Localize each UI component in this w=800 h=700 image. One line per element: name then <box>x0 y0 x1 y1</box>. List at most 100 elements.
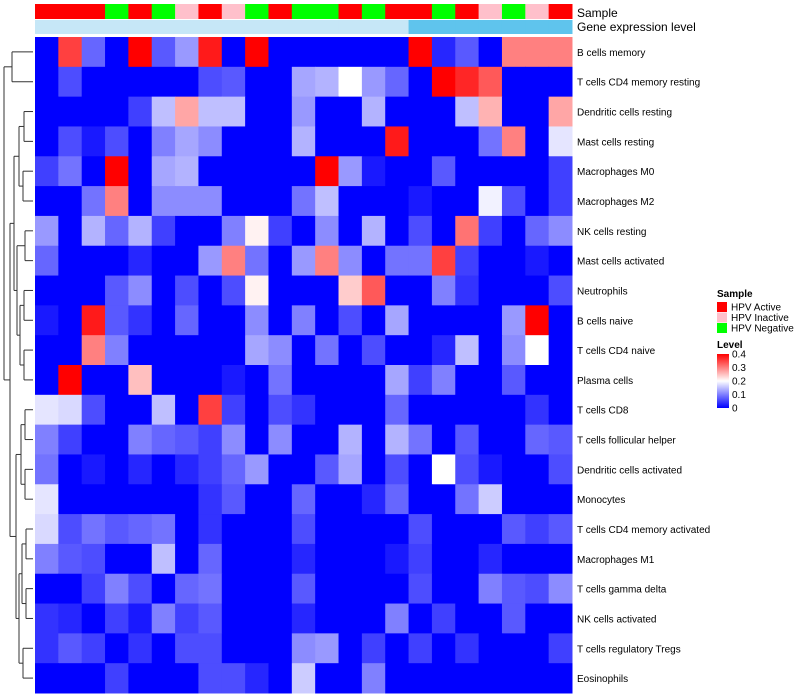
heatmap-cell <box>478 37 503 68</box>
heatmap-cell <box>245 335 269 366</box>
heatmap-cell <box>455 37 480 68</box>
heatmap-cell <box>151 365 176 396</box>
heatmap-cell <box>268 543 293 575</box>
sample-annotation-cell <box>361 4 386 19</box>
heatmap-cells <box>35 37 573 694</box>
heatmap-cell <box>385 365 410 396</box>
heatmap-cell <box>128 573 153 605</box>
heatmap-cell <box>361 573 386 605</box>
heatmap-cell <box>385 66 410 98</box>
row-dendrogram <box>3 51 33 679</box>
heatmap-cell <box>361 365 386 396</box>
heatmap-cell <box>291 66 316 98</box>
heatmap-cell <box>128 633 153 664</box>
sample-annotation-cell <box>198 4 223 19</box>
heatmap-cell <box>175 156 199 187</box>
heatmap-cell <box>175 365 199 396</box>
heatmap-cell <box>291 156 316 187</box>
heatmap-cell <box>408 215 433 247</box>
heatmap-cell <box>291 573 316 605</box>
row-label: Dendritic cells activated <box>577 465 682 476</box>
heatmap-cell <box>408 66 433 98</box>
heatmap-cell <box>361 66 386 98</box>
heatmap-cell <box>81 543 106 575</box>
heatmap-cell <box>151 245 176 277</box>
heatmap-cell <box>431 215 456 247</box>
heatmap-cell <box>245 424 269 455</box>
heatmap-cell <box>35 156 59 187</box>
heatmap-cell <box>221 126 246 157</box>
heatmap-cell <box>105 514 129 545</box>
heatmap-cell <box>455 186 480 217</box>
heatmap-cell <box>408 633 433 664</box>
heatmap-cell <box>361 335 386 366</box>
heatmap-cell <box>501 365 526 396</box>
heatmap-cell <box>245 633 269 664</box>
heatmap-cell <box>268 66 293 98</box>
heatmap-cell <box>58 484 83 515</box>
heatmap-cell <box>58 394 83 426</box>
heatmap-cell <box>431 484 456 515</box>
heatmap-cell <box>315 365 340 396</box>
heatmap-cell <box>501 275 526 306</box>
heatmap-cell <box>268 96 293 127</box>
heatmap-cell <box>315 37 340 68</box>
heatmap-cell <box>361 96 386 127</box>
heatmap-cell <box>431 66 456 98</box>
sample-annotation-cell <box>245 4 269 19</box>
heatmap-cell <box>35 215 59 247</box>
heatmap-cell <box>315 245 340 277</box>
heatmap-cell <box>431 96 456 127</box>
heatmap-cell <box>105 126 129 157</box>
sample-annotation-cell <box>128 4 153 19</box>
sample-annotation-cell <box>548 4 573 19</box>
heatmap-cell <box>338 484 363 515</box>
row-label: T cells CD4 memory resting <box>577 78 700 89</box>
sample-annotation-cell <box>58 4 83 19</box>
heatmap-cell <box>175 335 199 366</box>
heatmap-cell <box>81 126 106 157</box>
heatmap-cell <box>385 186 410 217</box>
heatmap-cell <box>291 126 316 157</box>
heatmap-cell <box>81 365 106 396</box>
heatmap-cell <box>198 186 223 217</box>
heatmap-cell <box>455 245 480 277</box>
sample-annotation-cell <box>525 4 550 19</box>
heatmap-cell <box>268 394 293 426</box>
heatmap-cell <box>81 156 106 187</box>
heatmap-cell <box>151 484 176 515</box>
heatmap-cell <box>408 573 433 605</box>
heatmap-cell <box>431 186 456 217</box>
heatmap-cell <box>431 663 456 694</box>
expression-level-cell <box>408 20 433 34</box>
heatmap-cell <box>478 424 503 455</box>
heatmap-cell <box>525 633 550 664</box>
heatmap-cell <box>361 514 386 545</box>
heatmap-cell <box>221 215 246 247</box>
sample-annotation-cell <box>408 4 433 19</box>
heatmap-cell <box>385 454 410 485</box>
heatmap-cell <box>478 454 503 485</box>
heatmap-cell <box>455 305 480 336</box>
heatmap-cell <box>128 394 153 426</box>
heatmap-cell <box>315 633 340 664</box>
heatmap-cell <box>151 156 176 187</box>
heatmap-cell <box>198 126 223 157</box>
heatmap-cell <box>548 305 573 336</box>
heatmap-cell <box>128 66 153 98</box>
heatmap-cell <box>198 156 223 187</box>
heatmap-cell <box>525 335 550 366</box>
heatmap-cell <box>361 394 386 426</box>
heatmap-cell <box>291 96 316 127</box>
heatmap-cell <box>245 484 269 515</box>
heatmap-cell <box>221 424 246 455</box>
heatmap-cell <box>221 245 246 277</box>
heatmap-cell <box>128 186 153 217</box>
heatmap-cell <box>35 484 59 515</box>
heatmap-cell <box>455 365 480 396</box>
row-label: T cells regulatory Tregs <box>577 644 681 655</box>
heatmap-cell <box>81 66 106 98</box>
heatmap-cell <box>105 603 129 634</box>
heatmap-cell <box>525 37 550 68</box>
expression-level-cell <box>525 20 550 34</box>
